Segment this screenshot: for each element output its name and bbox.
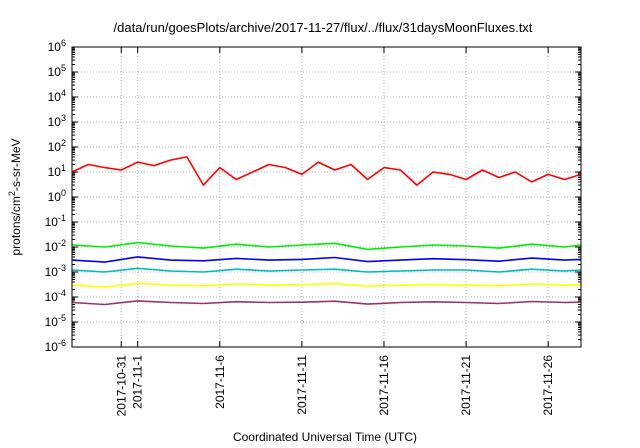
y-tick-label: 10-4 xyxy=(45,288,66,304)
series-line-3 xyxy=(71,256,582,263)
y-tick-label: 100 xyxy=(48,188,66,204)
y-tick-label-base: 10 xyxy=(48,140,62,154)
x-tick-label: 2017-11-26 xyxy=(541,355,555,416)
x-tick-label: 2017-11-11 xyxy=(295,355,309,415)
x-axis-label: Coordinated Universal Time (UTC) xyxy=(233,430,417,444)
y-tick-label: 104 xyxy=(48,88,66,104)
y-tick-label-base: 10 xyxy=(45,340,59,354)
y-tick-label-exp: -6 xyxy=(58,338,66,348)
y-axis-label-sup: 2 xyxy=(7,191,17,196)
y-tick-label-exp: -2 xyxy=(58,238,66,248)
y-tick-label-exp: -1 xyxy=(58,213,66,223)
y-tick-label-exp: -5 xyxy=(58,313,66,323)
y-tick-label-base: 10 xyxy=(45,290,59,304)
y-tick-label-exp: 1 xyxy=(61,163,66,173)
y-tick-label: 10-3 xyxy=(45,263,66,279)
x-tick-labels: 2017-10-31 2017-11-1 2017-11-6 2017-11-11 20… xyxy=(114,355,555,417)
series-line-4 xyxy=(71,267,582,273)
y-tick-label: 102 xyxy=(48,138,66,154)
y-tick-label-base: 10 xyxy=(48,40,62,54)
y-tick-label-base: 10 xyxy=(48,90,62,104)
y-tick-label-base: 10 xyxy=(45,315,59,329)
y-tick-label: 105 xyxy=(48,63,66,79)
series-line-1 xyxy=(71,156,582,186)
y-tick-label-base: 10 xyxy=(48,115,62,129)
y-axis-label-prefix: protons/cm xyxy=(9,196,23,255)
plot-frame xyxy=(71,46,582,348)
chart-title: /data/run/goesPlots/archive/2017-11-27/f… xyxy=(114,20,533,35)
y-tick-label-exp: 0 xyxy=(61,188,66,198)
y-tick-label-exp: 6 xyxy=(61,38,66,48)
y-tick-labels: 10-610-510-410-310-210-11001011021031041… xyxy=(45,38,66,354)
y-tick-label-exp: -4 xyxy=(58,288,66,298)
x-tick-label: 2017-11-16 xyxy=(377,355,391,416)
y-tick-label-exp: 5 xyxy=(61,63,66,73)
y-tick-label-exp: 4 xyxy=(61,88,66,98)
series-lines xyxy=(71,156,582,306)
x-tick-label: 2017-11-6 xyxy=(213,355,227,409)
y-tick-label: 106 xyxy=(48,38,66,54)
series-line-5 xyxy=(71,282,582,288)
series-line-2 xyxy=(71,241,582,251)
y-tick-label-base: 10 xyxy=(45,240,59,254)
y-tick-label-base: 10 xyxy=(48,165,62,179)
y-axis-label: protons/cm2-s-sr-MeV xyxy=(7,138,23,255)
y-tick-label-base: 10 xyxy=(48,190,62,204)
y-tick-label-base: 10 xyxy=(45,265,59,279)
y-tick-label-exp: 3 xyxy=(61,113,66,123)
x-tick-label: 2017-11-1 xyxy=(131,355,145,409)
series-line-6 xyxy=(71,300,582,306)
y-tick-label: 10-5 xyxy=(45,313,66,329)
y-tick-label: 101 xyxy=(48,163,66,179)
y-tick-label: 10-1 xyxy=(45,213,66,229)
y-tick-label-exp: 2 xyxy=(61,138,66,148)
y-tick-label: 10-2 xyxy=(45,238,66,254)
grid xyxy=(72,47,581,347)
y-tick-label-base: 10 xyxy=(48,65,62,79)
x-tick-label: 2017-11-21 xyxy=(459,355,473,416)
x-tick-label: 2017-10-31 xyxy=(114,355,128,417)
y-tick-label: 103 xyxy=(48,113,66,129)
y-axis-label-suffix: -s-sr-MeV xyxy=(9,138,23,191)
y-tick-label-exp: -3 xyxy=(58,263,66,273)
y-tick-label: 10-6 xyxy=(45,338,66,354)
y-tick-label-base: 10 xyxy=(45,215,59,229)
